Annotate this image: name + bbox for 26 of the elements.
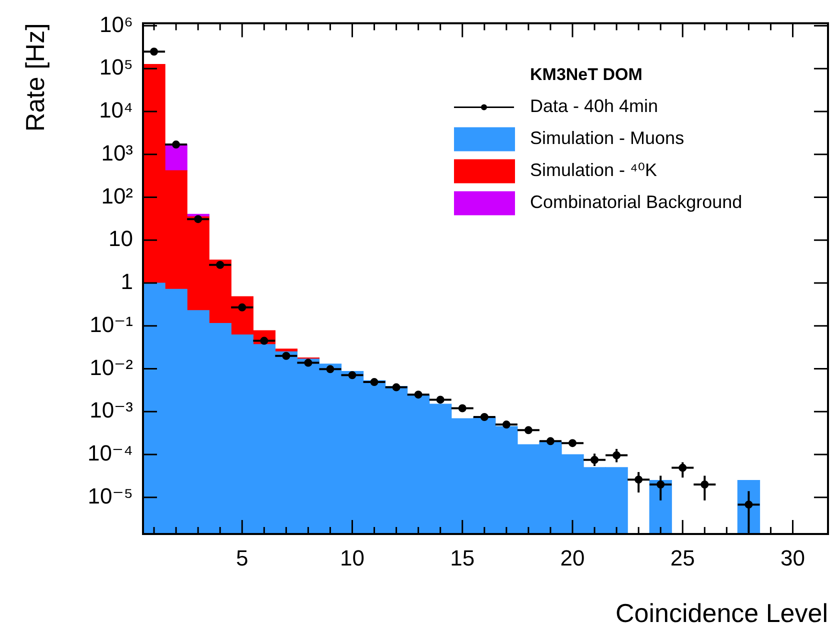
y-tick-label: 10⁻⁴	[87, 440, 133, 466]
y-tick-label: 10⁶	[99, 12, 133, 37]
legend-label: Data - 40h 4min	[530, 96, 658, 116]
x-tick-label: 15	[450, 545, 475, 570]
x-tick-label: 30	[780, 545, 805, 570]
x-tick-label: 20	[560, 545, 585, 570]
legend-label: Simulation - ⁴⁰K	[530, 160, 657, 180]
y-tick-label: 10⁻³	[90, 398, 133, 423]
y-tick-label: 10	[108, 226, 133, 252]
x-tick-label: 5	[236, 545, 248, 570]
y-axis-title: Rate [Hz]	[20, 23, 50, 132]
x-axis-title: Coincidence Level	[616, 598, 828, 628]
legend-title: KM3NeT DOM	[530, 64, 642, 84]
y-tick-label: 10⁻⁵	[88, 483, 133, 508]
x-tick-label: 10	[340, 545, 364, 570]
y-tick-label: 10⁴	[99, 98, 133, 123]
y-tick-label: 1	[120, 269, 133, 294]
legend-label: Combinatorial Background	[530, 192, 742, 212]
legend-label: Simulation - Muons	[530, 128, 684, 148]
x-tick-label: 25	[670, 545, 695, 570]
y-tick-label: 10²	[101, 183, 133, 208]
y-tick-label: 10⁻²	[90, 354, 133, 380]
y-tick-label: 10³	[101, 140, 133, 166]
bar	[649, 480, 672, 534]
y-tick-label: 10⁵	[99, 54, 133, 80]
y-tick-label: 10⁻¹	[90, 312, 133, 337]
